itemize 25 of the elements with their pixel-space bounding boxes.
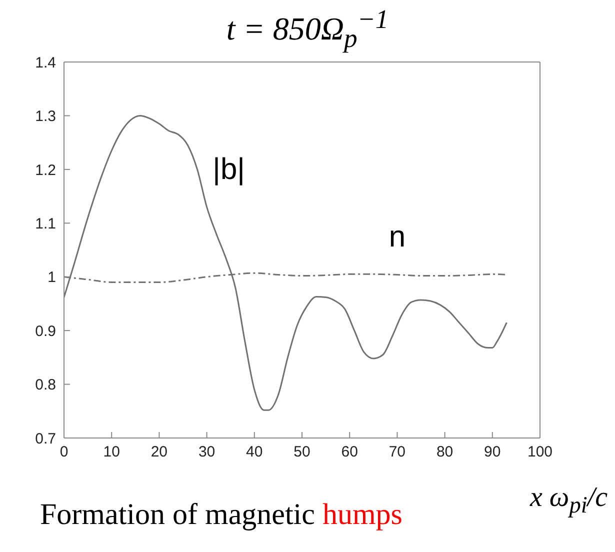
y-tick-label: 1.3: [35, 108, 56, 126]
x-tick-label: 30: [198, 444, 216, 461]
line-series: [64, 114, 508, 411]
y-tick-label: 0.8: [35, 376, 56, 394]
x-axis-title: x ω$_{pi}$/c: [530, 482, 608, 520]
series-label: |b|: [212, 153, 245, 186]
text: humps: [321, 498, 402, 531]
y-tick-label: 0.9: [35, 322, 56, 340]
x-tick-label: 80: [436, 444, 454, 461]
x-tick-label: 10: [103, 444, 120, 461]
y-tick-label: 1.4: [35, 54, 56, 72]
x-tick-label: 0: [60, 444, 68, 461]
x-tick-label: 60: [341, 444, 358, 461]
x-tick-label: 100: [527, 444, 553, 461]
y-tick-label: 1: [48, 269, 56, 286]
y-tick-label: 0.7: [35, 430, 56, 448]
x-tick-label: 40: [246, 444, 263, 461]
x-tick-label: 20: [150, 444, 168, 461]
y-tick-label: 1.1: [35, 215, 56, 232]
x-tick-label: 70: [388, 444, 406, 461]
series-label: n: [388, 220, 406, 254]
x-tick-label: 90: [484, 444, 501, 461]
x-tick-label: 50: [294, 444, 310, 461]
text: Formation of magnetic: [40, 498, 315, 531]
y-tick-label: 1.2: [35, 162, 56, 179]
